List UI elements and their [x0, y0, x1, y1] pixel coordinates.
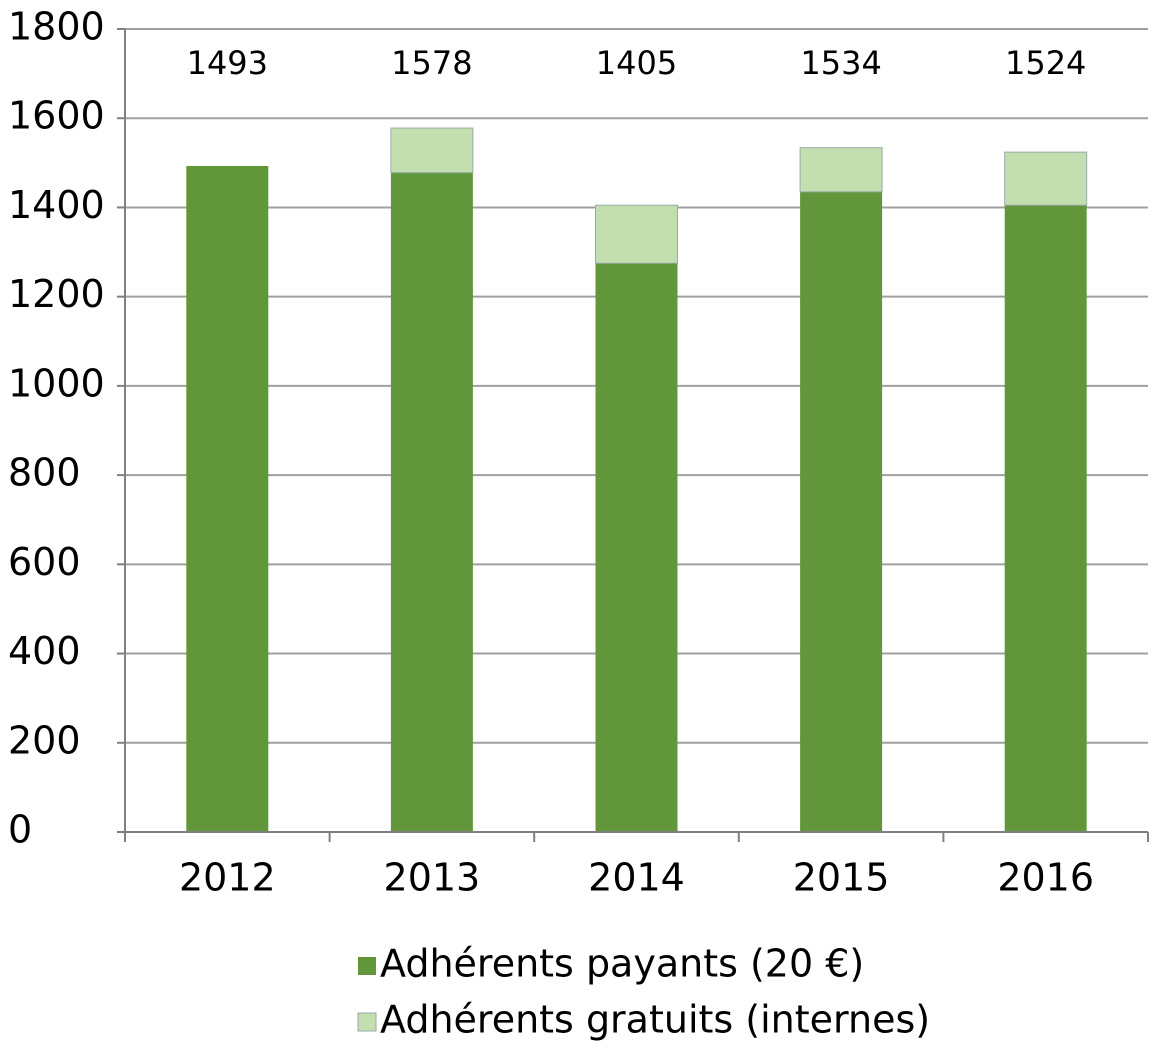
legend-swatch — [357, 1012, 377, 1032]
y-tick-label: 1400 — [8, 183, 105, 227]
x-tick-label: 2013 — [384, 856, 481, 900]
bar-segment — [800, 191, 883, 832]
y-tick-label: 600 — [8, 540, 81, 584]
x-tick-label: 2014 — [588, 856, 685, 900]
y-tick-label: 200 — [8, 718, 81, 762]
total-label: 1493 — [187, 44, 268, 82]
total-label: 1578 — [391, 44, 472, 82]
x-tick-label: 2016 — [997, 856, 1094, 900]
bar-segment — [186, 165, 269, 832]
bar-segment — [595, 263, 678, 832]
total-label: 1405 — [596, 44, 677, 82]
y-tick-label: 0 — [8, 808, 32, 852]
bar-segment — [799, 147, 883, 193]
y-tick-label: 1000 — [8, 361, 105, 405]
y-tick-label: 1200 — [8, 272, 105, 316]
bar-segment — [595, 204, 678, 264]
bar-segment — [1004, 151, 1088, 206]
y-tick-label: 1800 — [8, 5, 105, 49]
y-tick-label: 1600 — [8, 94, 105, 138]
bar-segment — [390, 172, 473, 833]
legend-label: Adhérents payants (20 €) — [380, 942, 864, 986]
y-tick-label: 800 — [8, 451, 81, 495]
total-label: 1534 — [800, 44, 881, 82]
bar-segment — [1004, 205, 1087, 833]
bar-segment — [390, 127, 474, 174]
x-tick-label: 2012 — [179, 856, 276, 900]
x-tick-label: 2015 — [793, 856, 890, 900]
legend-swatch — [358, 957, 376, 975]
total-label: 1524 — [1005, 44, 1086, 82]
y-tick-label: 400 — [8, 629, 81, 673]
legend-label: Adhérents gratuits (internes) — [380, 998, 930, 1042]
